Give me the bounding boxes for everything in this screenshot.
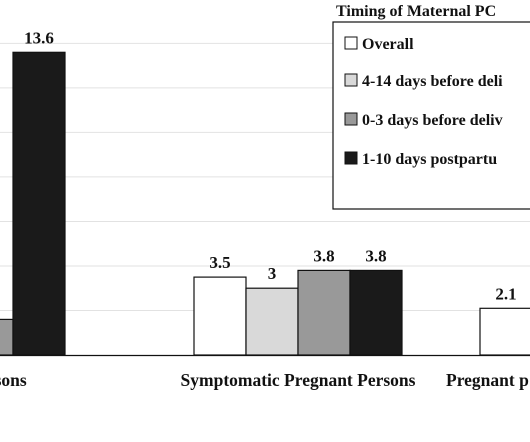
bar [12,51,66,356]
category-label: Pregnant Persons [0,370,27,390]
value-label: 2.1 [495,284,516,303]
legend-swatch [344,36,358,50]
legend-swatch [344,112,358,126]
value-label: 3.5 [209,253,230,272]
bar [349,269,403,356]
value-label: 13.6 [24,28,54,47]
category-label: Pregnant p [446,370,529,390]
legend-label: 1-10 days postpartu [362,151,497,168]
value-label: 3.8 [365,246,386,265]
category-label: Symptomatic Pregnant Persons [181,370,416,390]
legend-label: Overall [362,36,414,53]
bar [193,276,247,356]
category-labels: Pregnant Persons Symptomatic Pregnant Per… [0,370,529,390]
bar [0,318,14,356]
bars [0,51,530,356]
bar [245,287,299,356]
value-label: 3.8 [313,246,334,265]
value-labels: 1.613.63.533.83.82.1 [24,28,517,303]
legend-swatch [344,73,358,87]
legend-title-background [332,0,530,21]
legend-box [332,21,530,210]
legend-label: 4-14 days before deli [362,73,503,90]
gridlines [0,42,530,311]
legend-items: Overall 4-14 days before deli 0-3 days bef… [344,36,503,168]
legend-title: Timing of Maternal PC [336,3,496,20]
bar [297,269,351,356]
legend-label: 0-3 days before deliv [362,112,503,129]
legend: Timing of Maternal PC Overall 4-14 days b… [332,0,530,210]
legend-swatch [344,151,358,165]
bar [479,307,530,356]
value-label: 3 [268,264,277,283]
